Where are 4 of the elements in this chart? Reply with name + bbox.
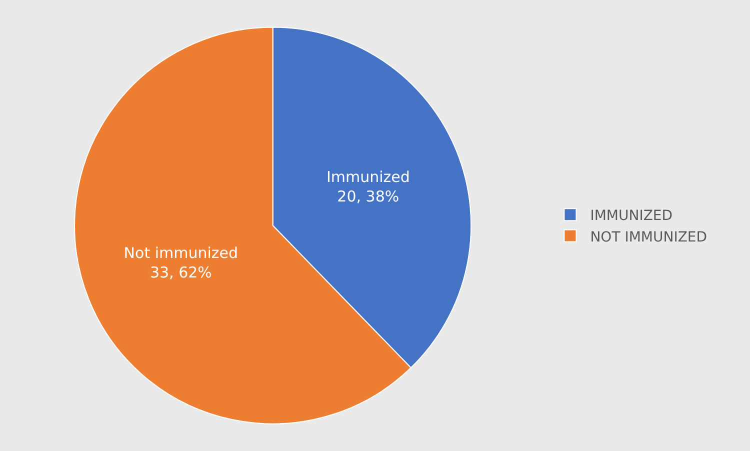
data-label: Not immunized 33, 62%	[124, 244, 238, 282]
legend-label: IMMUNIZED	[590, 208, 673, 224]
legend-label: NOT IMMUNIZED	[590, 229, 708, 246]
data-label: Immunized 20, 38%	[326, 168, 410, 206]
